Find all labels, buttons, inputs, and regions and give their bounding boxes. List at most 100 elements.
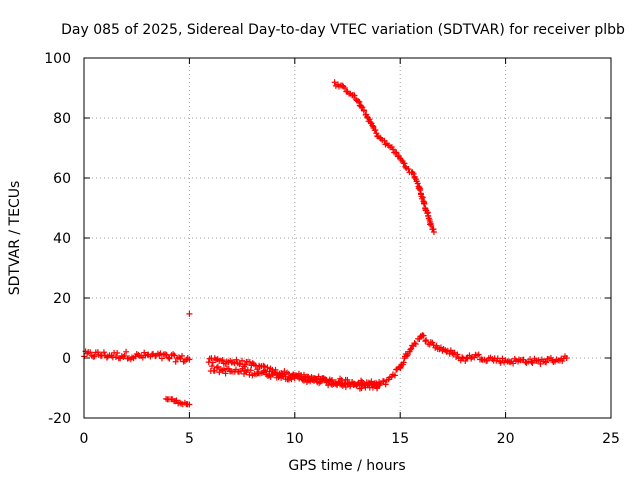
- data-point: [412, 341, 419, 348]
- data-point: [260, 362, 267, 369]
- data-point: [264, 364, 271, 371]
- data-point: [421, 200, 428, 207]
- data-point: [393, 149, 400, 156]
- data-point: [563, 355, 570, 361]
- data-point: [186, 310, 193, 317]
- y-tick-label: 80: [53, 111, 71, 127]
- data-point: [157, 350, 164, 357]
- data-point: [114, 350, 121, 357]
- data-point: [91, 353, 98, 360]
- data-point: [121, 352, 128, 359]
- data-point: [342, 384, 349, 391]
- data-point: [270, 369, 277, 376]
- data-point: [374, 385, 381, 392]
- data-point: [264, 373, 271, 380]
- y-axis-label: SDTVAR / TECUs: [7, 181, 23, 296]
- data-point: [382, 381, 389, 388]
- data-point: [314, 376, 321, 383]
- data-point: [528, 358, 535, 365]
- data-point: [411, 174, 418, 181]
- data-point: [405, 165, 412, 172]
- data-point: [361, 107, 367, 114]
- data-point: [171, 352, 178, 359]
- data-point: [272, 370, 279, 377]
- data-point: [443, 348, 450, 355]
- data-point: [214, 363, 221, 370]
- data-point: [355, 98, 362, 105]
- data-point: [392, 150, 399, 157]
- data-point: [459, 354, 466, 361]
- data-point: [247, 367, 254, 374]
- data-point: [216, 369, 223, 376]
- data-point: [341, 84, 348, 91]
- data-point: [454, 351, 461, 358]
- data-point: [135, 351, 142, 358]
- data-point: [410, 170, 417, 177]
- data-point: [87, 349, 94, 356]
- data-point: [123, 348, 130, 355]
- y-tick-label: 0: [62, 351, 71, 367]
- x-tick-label: 10: [286, 431, 304, 447]
- data-point: [372, 127, 379, 134]
- data-point: [366, 116, 373, 123]
- data-point: [402, 163, 409, 170]
- data-point: [281, 371, 288, 378]
- data-point: [213, 364, 220, 371]
- data-point: [400, 359, 407, 366]
- data-point: [120, 353, 127, 360]
- data-point: [222, 370, 229, 377]
- data-point: [447, 347, 454, 354]
- x-tick-label: 25: [602, 431, 620, 447]
- data-point: [407, 346, 414, 353]
- data-point: [347, 383, 354, 390]
- data-point: [331, 79, 338, 86]
- data-point: [344, 380, 351, 387]
- data-point: [423, 337, 430, 344]
- data-point: [297, 373, 304, 380]
- data-point: [211, 367, 218, 374]
- data-point: [417, 186, 424, 193]
- data-point: [543, 359, 550, 366]
- chart-title: Day 085 of 2025, Sidereal Day-to-day VTE…: [61, 22, 625, 38]
- x-tick-label: 0: [80, 431, 89, 447]
- data-point: [355, 379, 362, 386]
- y-tick-label: 40: [53, 231, 71, 247]
- data-point: [100, 349, 107, 356]
- data-point: [462, 358, 469, 365]
- data-point: [422, 338, 429, 345]
- data-point: [149, 351, 156, 358]
- data-point: [507, 359, 514, 366]
- data-point: [380, 378, 387, 385]
- y-tick-label: -20: [48, 411, 71, 427]
- data-point: [219, 356, 226, 363]
- data-point: [338, 381, 345, 388]
- data-point: [367, 119, 374, 126]
- data-point: [293, 372, 300, 379]
- data-point: [430, 229, 437, 235]
- data-point: [233, 356, 240, 363]
- data-point: [299, 376, 306, 383]
- x-axis-label: GPS time / hours: [288, 458, 405, 474]
- data-point: [358, 103, 365, 110]
- data-point: [112, 353, 119, 360]
- data-point: [373, 130, 380, 137]
- axis-ticks: 0 5 10 15 20 25 -20 0 20 40 60 80 100: [44, 51, 620, 447]
- data-point: [165, 354, 172, 361]
- data-point: [209, 359, 216, 366]
- y-tick-label: 20: [53, 291, 71, 307]
- data-point: [300, 371, 307, 378]
- data-point: [390, 146, 397, 153]
- data-point: [246, 358, 253, 365]
- data-point: [172, 358, 179, 365]
- data-point: [529, 359, 536, 366]
- data-point: [186, 401, 193, 408]
- data-point: [173, 397, 180, 404]
- data-point: [221, 366, 228, 373]
- data-point: [358, 385, 365, 392]
- y-tick-label: 100: [44, 51, 71, 67]
- data-point: [209, 363, 216, 370]
- data-point: [158, 355, 165, 362]
- data-point: [351, 92, 358, 99]
- data-points: [81, 79, 570, 408]
- data-point: [141, 349, 148, 356]
